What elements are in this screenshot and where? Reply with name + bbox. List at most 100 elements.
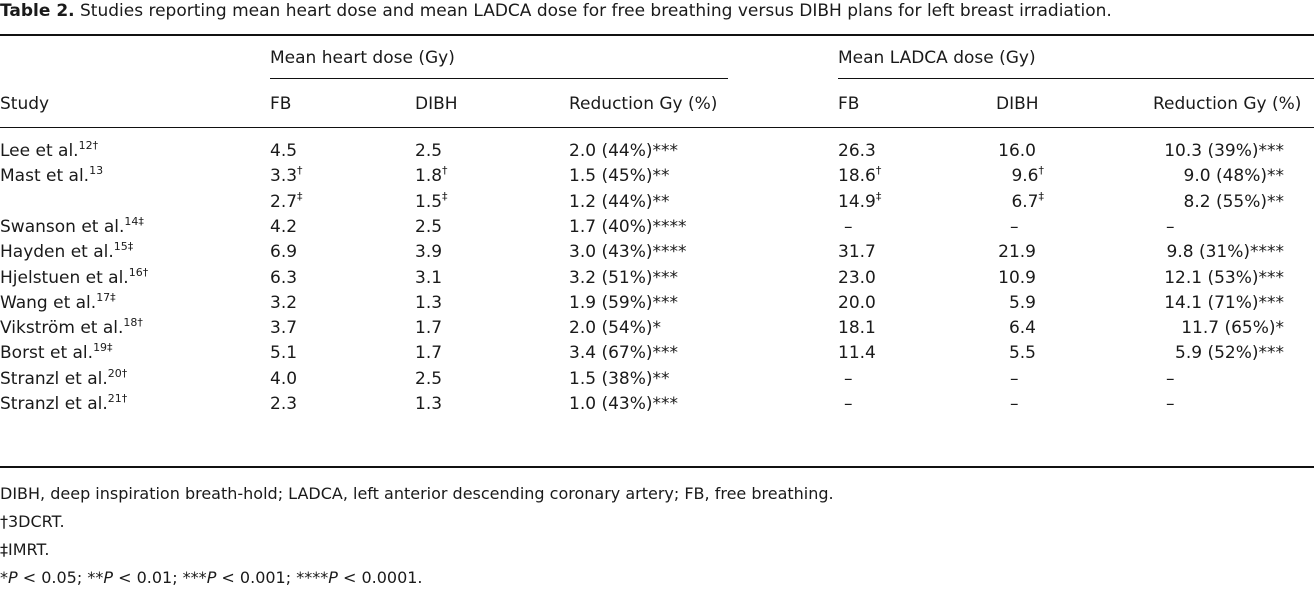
p-value-symbol: P [206, 568, 217, 587]
reference-superscript: 19‡ [93, 341, 113, 355]
cell-hdibh: 1.3 [415, 394, 443, 414]
cell-lfb: 26.3 [838, 141, 876, 161]
reference-superscript: 21† [107, 392, 128, 405]
cell-hdibh: 1.5‡ [415, 189, 448, 212]
heart-reduction-column-header: Reduction Gy (%) [569, 94, 718, 114]
cell-lred: 11.7 (65%)* [1181, 318, 1284, 339]
cell-study: Hjelstuen et al.16† [0, 265, 149, 288]
top-rule [0, 34, 1314, 36]
cell-ldibh: 10.9 [998, 267, 1036, 288]
table-caption: Table 2. Studies reporting mean heart do… [0, 0, 1112, 22]
reference-superscript: 14‡ [124, 214, 144, 228]
cell-ldibh: – [1010, 394, 1019, 414]
p-value-symbol: P [328, 568, 338, 587]
cell-hfb: 4.0 [270, 368, 298, 389]
footnote-dagger: †3DCRT. [0, 512, 65, 531]
cell-hfb: 5.1 [270, 343, 298, 364]
cell-hred: 3.0 (43%)**** [569, 242, 687, 263]
cell-study: Mast et al.13 [0, 164, 104, 187]
cell-ldibh: – [1010, 216, 1019, 237]
cell-lfb: 11.4 [838, 343, 876, 364]
cell-lfb: 14.9‡ [838, 189, 882, 212]
cell-hfb: 4.5 [270, 141, 298, 161]
heart-dibh-column-header: DIBH [415, 94, 458, 114]
cell-lfb: 18.6† [838, 164, 882, 187]
cell-lred: 9.8 (31%)**** [1166, 242, 1285, 263]
cell-hdibh: 1.7 [415, 343, 443, 364]
cell-lred: – [1166, 216, 1175, 237]
cell-lfb: – [844, 216, 853, 237]
cell-hred: 1.2 (44%)** [569, 191, 670, 212]
cell-lred: 9.0 (48%)** [1183, 166, 1285, 187]
cell-hred: 2.0 (44%)*** [569, 141, 678, 161]
cell-lred: 14.1 (71%)*** [1164, 292, 1284, 313]
cell-study: Lee et al.12† [0, 139, 99, 161]
cell-hfb: 6.3 [270, 267, 298, 288]
cell-hfb: 2.3 [270, 394, 298, 414]
cell-hred: 2.0 (54%)* [569, 318, 661, 339]
technique-superscript: ‡ [297, 189, 303, 203]
p-value-symbol: P [8, 568, 18, 587]
cell-lred: – [1166, 394, 1175, 414]
technique-superscript: † [1038, 164, 1045, 178]
cell-study: Vikström et al.18† [0, 316, 143, 339]
cell-ldibh: 21.9 [998, 242, 1036, 263]
reference-superscript: 18† [123, 316, 143, 330]
cell-lfb: 18.1 [838, 318, 876, 339]
cell-hdibh: 2.5 [415, 368, 443, 389]
cell-hdibh: 2.5 [415, 141, 443, 161]
cell-lred: 12.1 (53%)*** [1164, 267, 1284, 288]
reference-superscript: 17‡ [96, 290, 116, 304]
cell-hred: 1.5 (38%)** [569, 368, 670, 389]
cell-hfb: 2.7‡ [270, 189, 303, 212]
cell-hdibh: 2.5 [415, 216, 443, 237]
heart-fb-column-header: FB [270, 94, 292, 114]
cell-hdibh: 1.3 [415, 292, 443, 313]
cell-hfb: 3.3† [270, 164, 303, 187]
technique-superscript: ‡ [875, 189, 882, 203]
cell-hdibh: 3.9 [415, 242, 443, 263]
cell-ldibh: 6.7‡ [1011, 189, 1045, 212]
ladca-dose-group-header: Mean LADCA dose (Gy) [838, 48, 1036, 68]
ladca-reduction-column-header: Reduction Gy (%) [1153, 94, 1302, 114]
cell-study: Swanson et al.14‡ [0, 214, 144, 237]
cell-lfb: 20.0 [838, 292, 876, 313]
technique-superscript: † [442, 164, 448, 178]
cell-hdibh: 1.8† [415, 164, 448, 187]
cell-hfb: 3.2 [270, 292, 298, 313]
cell-ldibh: 16.0 [998, 141, 1036, 161]
cell-hred: 1.7 (40%)**** [569, 216, 687, 237]
footnote-double-dagger: ‡IMRT. [0, 540, 50, 559]
cell-lfb: 23.0 [838, 267, 876, 288]
reference-superscript: 13 [89, 164, 104, 178]
cell-hdibh: 3.1 [415, 267, 443, 288]
cell-lred: – [1166, 368, 1175, 389]
cell-ldibh: 9.6† [1011, 164, 1045, 187]
cell-hred: 1.0 (43%)*** [569, 394, 678, 414]
heart-group-underline [270, 78, 728, 79]
cell-lfb: – [844, 394, 853, 414]
cell-hred: 3.4 (67%)*** [569, 343, 678, 364]
ladca-dibh-column-header: DIBH [996, 94, 1039, 114]
cell-lfb: – [844, 368, 853, 389]
technique-superscript: † [875, 164, 882, 178]
footnote-significance: *P < 0.05; **P < 0.01; ***P < 0.001; ***… [0, 568, 423, 587]
cell-hred: 1.5 (45%)** [569, 166, 670, 187]
cell-hfb: 6.9 [270, 242, 298, 263]
p-value-symbol: P [103, 568, 113, 587]
ladca-fb-column-header: FB [838, 94, 860, 114]
cell-study: Stranzl et al.20† [0, 366, 128, 389]
cell-lfb: 31.7 [838, 242, 876, 263]
reference-superscript: 20† [107, 366, 128, 380]
cell-study: Wang et al.17‡ [0, 290, 116, 313]
technique-superscript: ‡ [1038, 189, 1045, 203]
technique-superscript: † [297, 164, 303, 178]
reference-superscript: 12† [78, 139, 99, 152]
cell-study: Hayden et al.15‡ [0, 240, 134, 263]
cell-hfb: 3.7 [270, 318, 298, 339]
cell-lred: 10.3 (39%)*** [1164, 141, 1284, 161]
bottom-rule [0, 466, 1314, 468]
cell-hred: 3.2 (51%)*** [569, 267, 678, 288]
table-title: Studies reporting mean heart dose and me… [80, 1, 1112, 21]
table-label: Table 2. [0, 1, 75, 21]
